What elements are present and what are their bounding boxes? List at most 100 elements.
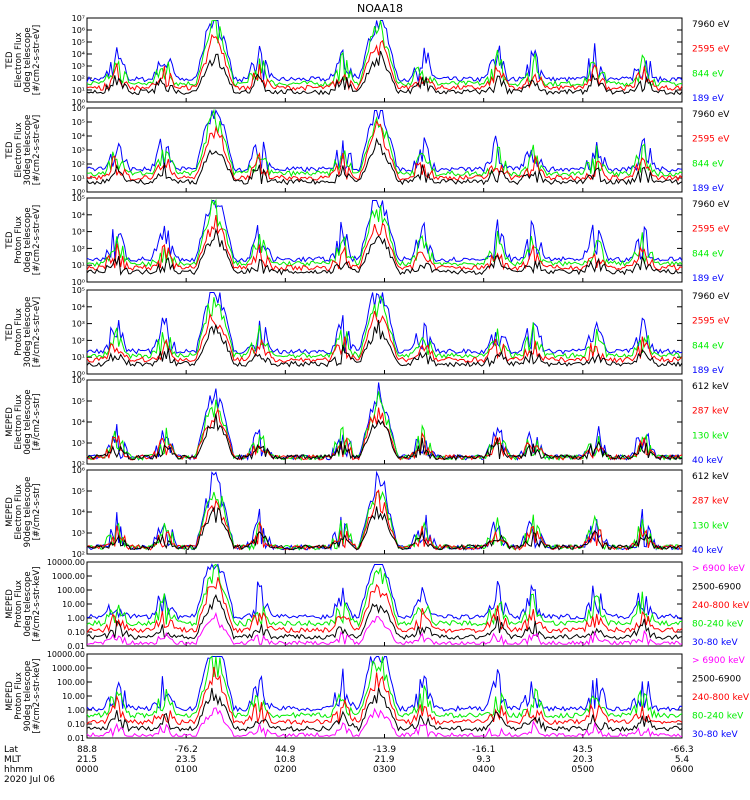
- legend-entry: 287 keV: [692, 497, 729, 507]
- series-trace-4: [86, 413, 683, 461]
- series-trace-3: [86, 215, 683, 272]
- legend-entry: 80-240 keV: [692, 620, 744, 630]
- x-row-label: Lat: [4, 745, 19, 755]
- y-tick-label: 10³: [72, 529, 85, 538]
- y-tick-label: 10²: [72, 244, 85, 253]
- legend-entry: 240-800 keV: [692, 693, 750, 703]
- y-tick-label: 10⁴: [72, 132, 85, 141]
- y-tick-label: 10³: [72, 228, 85, 237]
- y-axis-label: 30deg telescope: [23, 297, 33, 368]
- y-tick-label: 1.00: [67, 706, 85, 715]
- legend-entry: 30-80 keV: [692, 730, 738, 740]
- y-tick-label: 10⁴: [72, 211, 85, 220]
- y-axis-label: [#/cm2-s-str]: [32, 484, 42, 541]
- y-axis-label: [#/cm2-s-str-eV]: [32, 297, 42, 367]
- y-tick-label: 10⁵: [72, 194, 85, 203]
- series-trace-1: [86, 655, 683, 713]
- y-tick-label: 10000.00: [47, 650, 85, 659]
- series-trace-5: [86, 611, 683, 647]
- y-axis-label: 0deg telescope: [23, 571, 33, 636]
- x-tick-label: -76.2: [175, 745, 198, 755]
- x-tick-label: 43.5: [573, 745, 593, 755]
- series-trace-2: [86, 563, 683, 628]
- panel-1: 10⁰ 10¹ 10² 10³ 10⁴ 10⁵ 10⁶ 10⁷ TED Electron Flux…: [5, 14, 730, 107]
- panel-8: 0.01 0.10 1.00 10.00 100.00 1000.00 10000.00 ME…: [5, 650, 750, 743]
- y-axis-label: 90deg telescope: [23, 661, 33, 732]
- y-tick-label: 10⁶: [72, 26, 85, 35]
- legend-entry: 7960 eV: [692, 292, 730, 302]
- legend-entry: 2595 eV: [692, 317, 730, 327]
- series-trace-3: [86, 119, 683, 182]
- y-tick-label: 10⁵: [72, 38, 85, 47]
- series-trace-2: [86, 198, 683, 268]
- legend-entry: 7960 eV: [692, 110, 730, 120]
- legend-entry: 2595 eV: [692, 45, 730, 55]
- x-tick-label: 44.9: [275, 745, 295, 755]
- series-trace-2: [86, 490, 682, 551]
- y-axis-label: [#/cm2-s-str-eV]: [32, 115, 42, 185]
- legend-entry: 7960 eV: [692, 20, 730, 30]
- panel-2: 10⁰ 10¹ 10² 10³ 10⁴ 10⁵ 10⁶ TED Electron Flux 30d…: [5, 104, 730, 197]
- legend-entry: 130 keV: [692, 521, 729, 531]
- legend-entry: 240-800 keV: [692, 601, 750, 611]
- y-tick-label: 10²: [72, 460, 85, 469]
- legend-entry: 189 eV: [692, 366, 725, 376]
- figure-title: NOAA18: [357, 2, 403, 15]
- y-axis-label: [#/cm2-s-str-keV]: [32, 567, 42, 642]
- legend-entry: 612 keV: [692, 472, 729, 482]
- y-axis-label: MEPED: [5, 589, 15, 619]
- y-axis-label: TED: [5, 323, 15, 342]
- y-tick-label: 0.10: [67, 628, 85, 637]
- y-axis-label: Proton Flux: [14, 580, 24, 628]
- legend-entry: 40 keV: [692, 546, 724, 556]
- panel-7: 0.01 0.10 1.00 10.00 100.00 1000.00 10000.00 ME…: [5, 558, 750, 651]
- series-trace-3: [86, 33, 683, 92]
- y-axis-label: [#/cm2-s-str-eV]: [32, 25, 42, 95]
- legend-entry: > 6900 keV: [692, 564, 746, 574]
- series-trace-3: [86, 310, 683, 364]
- y-tick-label: 10⁵: [72, 487, 85, 496]
- series-trace-4: [86, 137, 683, 186]
- series-trace-4: [86, 227, 683, 276]
- series-trace-1: [86, 20, 683, 84]
- series-trace-4: [86, 50, 683, 96]
- y-tick-label: 10⁶: [72, 104, 85, 113]
- y-tick-label: 100.00: [57, 678, 85, 687]
- y-axis-label: TED: [5, 51, 15, 70]
- y-tick-label: 10⁵: [72, 397, 85, 406]
- panel-6: 10² 10³ 10⁴ 10⁵ 10⁶ MEPED Electron Flux 90deg t…: [5, 466, 729, 559]
- y-tick-label: 10⁴: [72, 508, 85, 517]
- x-tick-label: 21.9: [374, 755, 394, 765]
- y-tick-label: 0.01: [67, 734, 85, 743]
- series-trace-2: [86, 108, 683, 178]
- y-axis-label: Electron Flux: [14, 484, 24, 539]
- legend-entry: 30-80 keV: [692, 638, 738, 648]
- legend-entry: 40 keV: [692, 456, 724, 466]
- y-tick-label: 10²: [72, 74, 85, 83]
- legend-entry: 844 eV: [692, 249, 725, 259]
- series-trace-4: [86, 319, 683, 368]
- x-tick-label: 21.5: [77, 755, 97, 765]
- y-tick-label: 0.01: [67, 642, 85, 651]
- x-tick-label: 0200: [274, 765, 297, 775]
- y-tick-label: 10³: [72, 62, 85, 71]
- y-tick-label: 10²: [72, 550, 85, 559]
- y-axis-label: Electron Flux: [14, 32, 24, 87]
- y-tick-label: 10¹: [72, 353, 85, 362]
- y-axis-label: [#/cm2-s-str-eV]: [32, 205, 42, 275]
- y-tick-label: 1000.00: [52, 664, 85, 673]
- y-tick-label: 10⁴: [72, 50, 85, 59]
- x-tick-label: -13.9: [373, 745, 397, 755]
- y-axis-label: MEPED: [5, 407, 15, 437]
- panel-5: 10² 10³ 10⁴ 10⁵ 10⁶ MEPED Electron Flux 0deg te…: [5, 376, 729, 469]
- series-trace-3: [86, 489, 683, 551]
- x-tick-label: 5.4: [675, 755, 690, 765]
- y-axis-label: [#/cm2-s-str]: [32, 394, 42, 451]
- legend-entry: 189 eV: [692, 274, 725, 284]
- legend-entry: 7960 eV: [692, 200, 730, 210]
- y-tick-label: 10²: [72, 160, 85, 169]
- legend-entry: 2595 eV: [692, 135, 730, 145]
- x-tick-label: 88.8: [77, 745, 97, 755]
- legend-entry: 80-240 keV: [692, 712, 744, 722]
- y-tick-label: 10⁶: [72, 376, 85, 385]
